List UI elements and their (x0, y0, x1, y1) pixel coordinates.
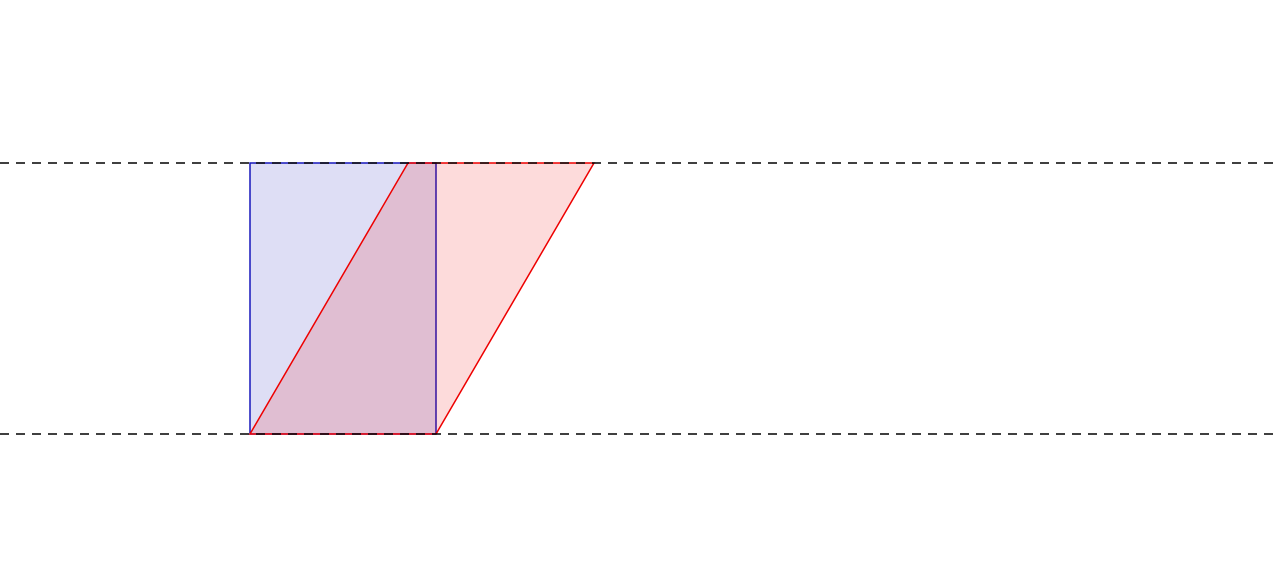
background (0, 0, 1278, 584)
geometric-diagram (0, 0, 1278, 584)
